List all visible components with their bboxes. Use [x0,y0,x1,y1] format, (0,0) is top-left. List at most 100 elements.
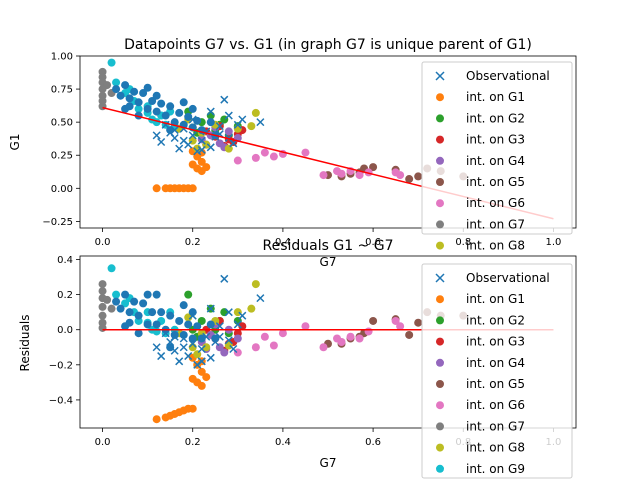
point-stroke [179,124,188,133]
point-observational [170,346,179,355]
point-stroke [197,357,206,366]
legend-top: Observational int. on G1 int. on G2 int. on… [421,61,573,253]
point-int-on-g6 [269,341,278,350]
point-int-on-g5 [405,330,414,339]
point-observational [188,115,197,124]
point-observational-blue-dots [179,301,188,310]
y-tick-label: 0.25 [51,151,73,162]
point-int-on-g9 [134,104,143,113]
point-int-on-g5 [414,318,423,327]
point-observational [238,115,247,124]
point-stroke [170,332,179,341]
point-observational [175,357,184,366]
point-stroke [170,126,179,135]
point-stroke [202,127,211,136]
legend-label: int. on G1 [466,90,525,104]
point-observational [202,332,211,341]
point-observational-blue-dots [116,304,125,313]
point-observational-blue-dots [125,308,134,317]
point-observational [188,311,197,320]
point-observational [233,320,242,329]
point-int-on-g6 [337,338,346,346]
point-observational-blue-dots [134,311,143,320]
point-stroke [157,352,166,361]
point-stroke [224,111,233,120]
legend-label: Observational [466,271,550,285]
point-int-on-g6 [233,156,242,165]
legend-label: int. on G3 [466,133,525,147]
point-int-on-g9 [107,264,116,273]
point-observational [188,339,197,348]
legend-marker [436,380,444,388]
point-observational-blue-dots [175,316,184,325]
point-int-on-g1 [152,184,161,193]
point-int-on-g8 [251,108,260,117]
point-int-on-g7 [98,323,107,332]
x-tick-label: 0.2 [185,237,201,248]
legend-label: int. on G2 [466,313,525,327]
x-tick-label: 0.2 [185,437,201,448]
point-observational [170,332,179,341]
chart-top-ylabel: G1 [8,134,22,151]
legend-label: int. on G6 [466,398,525,412]
point-int-on-g6 [391,316,400,325]
point-observational-blue-dots [175,108,184,117]
point-observational [157,352,166,361]
point-int-on-g1 [152,415,161,424]
point-int-on-g8 [247,122,256,131]
point-int-on-g3 [238,322,247,331]
y-tick-label: 0.2 [57,290,73,301]
point-stroke [238,311,247,320]
point-stroke [197,136,206,145]
point-observational-blue-dots [197,334,206,343]
point-observational [256,294,265,303]
point-int-on-g7 [98,280,107,289]
point-int-on-g7 [98,302,107,311]
point-stroke [215,122,224,131]
point-observational [220,95,229,104]
legend-label: int. on G9 [466,462,525,476]
point-observational-blue-dots [206,118,215,127]
x-tick-label: 1.0 [546,237,562,248]
legend-marker [436,114,444,123]
point-observational-blue-dots [166,311,175,320]
plot-area-top: 0.0 0.2 0.4 0.6 0.8 1.0 −0.25 0.00 0.25 0.50 0.75 1… [42,52,577,248]
point-observational-blue-dots [170,330,179,339]
point-int-on-g1 [188,374,197,383]
point-stroke [188,339,197,348]
point-observational-blue-dots [179,98,188,107]
point-observational-blue-dots [116,91,125,100]
point-stroke [161,329,170,338]
point-int-on-g1 [197,367,206,376]
point-observational-blue-dots [130,87,139,96]
point-int-on-g6 [396,171,405,180]
legend-marker [436,135,444,144]
point-observational [206,107,215,116]
point-observational [152,131,161,140]
point-observational [161,329,170,338]
point-stroke [220,95,229,104]
point-int-on-g4 [220,348,229,357]
point-observational-blue-dots [134,329,143,338]
point-stroke [179,136,188,145]
point-int-on-g6 [355,334,364,343]
point-observational [215,332,224,341]
point-observational-blue-dots [121,290,130,299]
point-observational [157,137,166,147]
point-stroke [188,115,197,124]
point-int-on-g1 [202,373,211,382]
chart-bottom-ylabel: Residuals [18,315,32,372]
point-stroke [157,137,166,147]
point-stroke [179,343,188,352]
point-stroke [197,145,206,154]
point-int-on-g5 [405,175,414,184]
point-stroke [188,131,197,140]
point-observational [224,336,233,345]
legend-bottom: Observational int. on G1 int. on G2 int. on… [421,263,573,479]
point-stroke [215,322,224,331]
point-observational-blue-dots [134,98,143,107]
point-observational [197,344,206,354]
point-stroke [170,134,179,143]
legend-box [421,61,573,235]
